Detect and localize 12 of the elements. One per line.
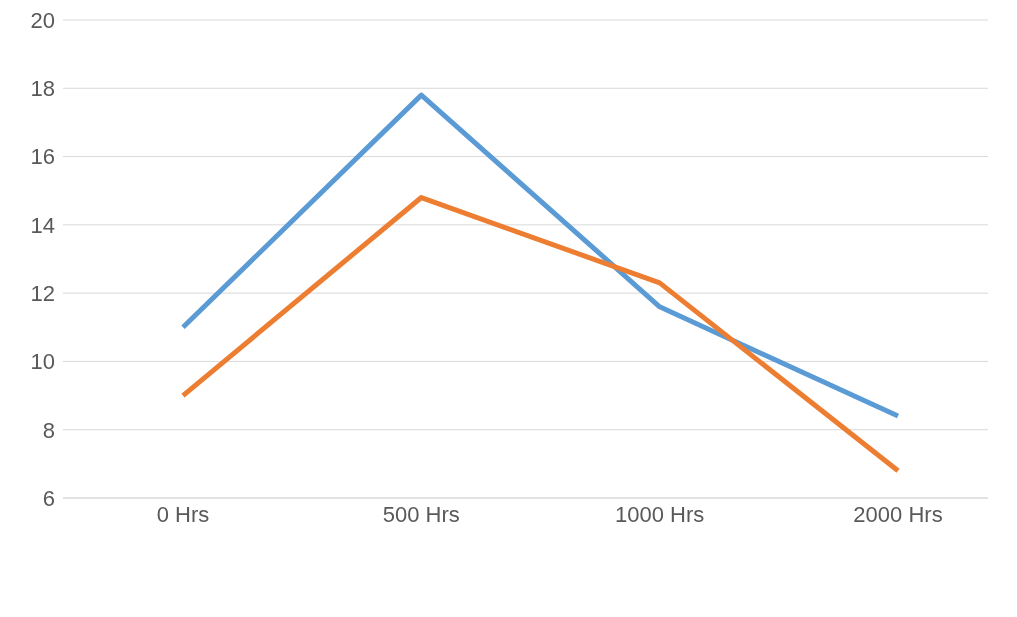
x-tick-label: 1000 Hrs xyxy=(615,501,705,527)
y-tick-label: 20 xyxy=(30,7,55,33)
y-tick-label: 14 xyxy=(30,212,55,238)
x-tick-label: 2000 Hrs xyxy=(853,501,943,527)
y-tick-label: 18 xyxy=(30,76,55,102)
y-tick-label: 16 xyxy=(30,144,55,170)
y-tick-label: 6 xyxy=(42,485,55,511)
x-tick-label: 500 Hrs xyxy=(382,501,460,527)
y-tick-label: 8 xyxy=(42,417,55,443)
x-tick-label: 0 Hrs xyxy=(156,501,210,527)
y-tick-label: 10 xyxy=(30,349,55,375)
y-tick-label: 12 xyxy=(30,280,55,306)
